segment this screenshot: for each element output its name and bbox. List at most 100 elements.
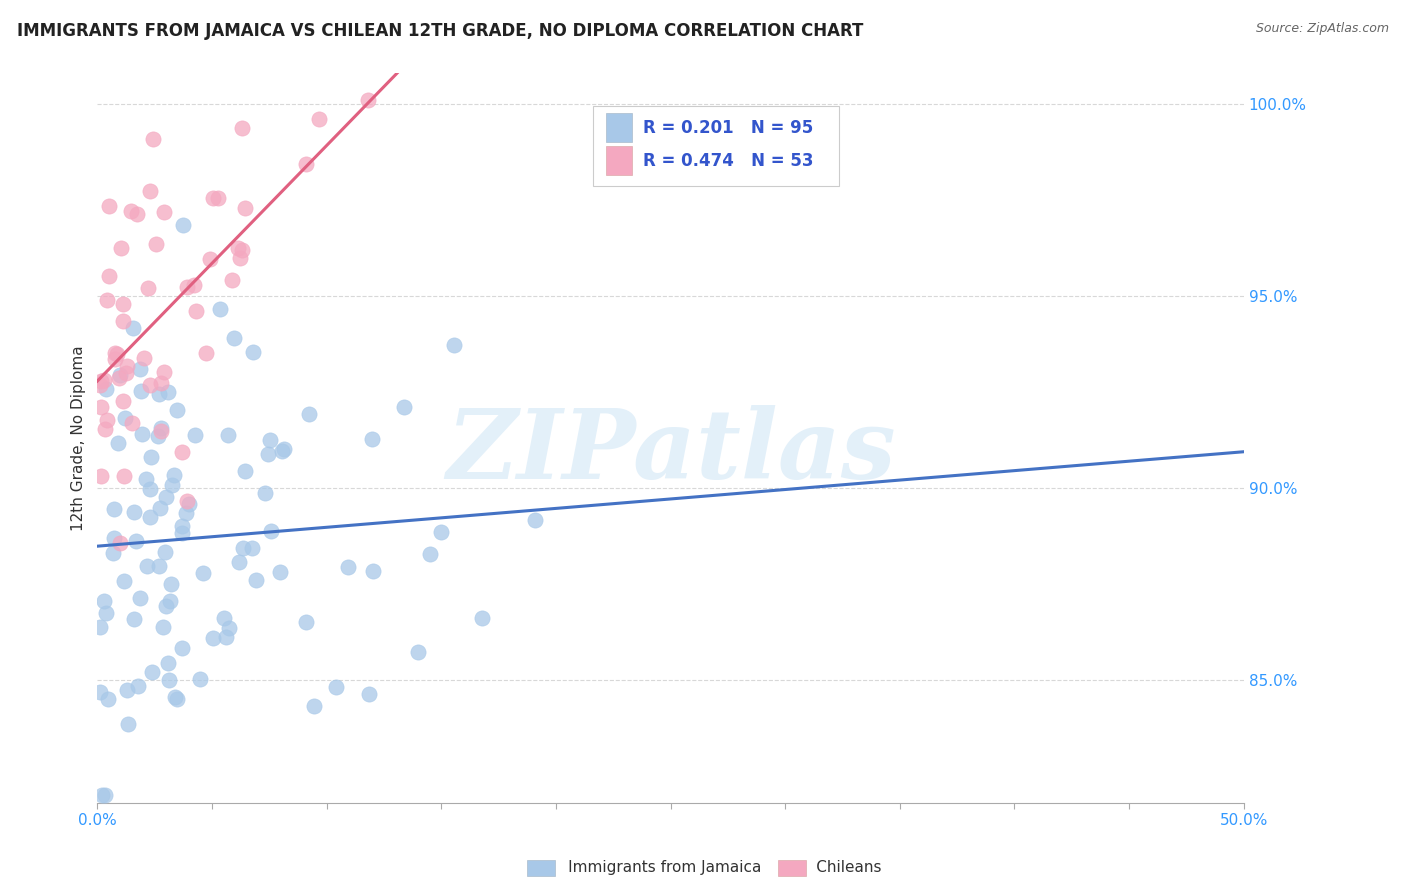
Point (142, 131, 165, 145)
Point (207, 191, 229, 205)
Point (139, 510, 162, 524)
Point (150, 376, 173, 390)
Point (218, 621, 240, 635)
Point (155, 491, 177, 505)
Text: Immigrants from Jamaica: Immigrants from Jamaica (534, 860, 762, 874)
Point (201, 632, 224, 646)
Point (430, 524, 453, 539)
Point (269, 565, 291, 579)
Point (136, 281, 159, 295)
Point (103, 502, 125, 516)
Point (357, 687, 380, 701)
Point (156, 657, 179, 671)
Point (184, 428, 207, 442)
Point (111, 297, 134, 311)
Point (202, 191, 225, 205)
Point (104, 346, 127, 360)
Point (108, 370, 131, 384)
Point (406, 645, 429, 659)
Point (149, 424, 172, 438)
Point (172, 526, 194, 541)
Point (94, 607, 117, 621)
Point (212, 610, 235, 624)
Point (257, 446, 280, 460)
FancyBboxPatch shape (592, 106, 839, 186)
Point (233, 202, 256, 216)
Point (271, 443, 294, 458)
Point (138, 378, 160, 392)
Point (117, 683, 139, 698)
Point (231, 120, 253, 135)
Point (295, 615, 318, 630)
Point (260, 524, 283, 538)
Point (139, 450, 162, 465)
Point (152, 205, 174, 219)
Point (336, 560, 359, 574)
Point (125, 207, 148, 221)
Y-axis label: 12th Grade, No Diploma: 12th Grade, No Diploma (72, 345, 86, 531)
Point (148, 387, 170, 401)
Point (361, 564, 384, 578)
Point (228, 555, 250, 569)
Point (93, 594, 115, 608)
Point (132, 351, 155, 366)
Point (361, 432, 384, 446)
Point (127, 679, 149, 693)
Point (188, 672, 211, 686)
Point (231, 243, 253, 257)
Text: R = 0.474   N = 53: R = 0.474 N = 53 (643, 152, 814, 169)
Point (443, 338, 465, 352)
Point (131, 426, 153, 441)
Point (128, 362, 150, 376)
Point (97, 199, 120, 213)
Point (108, 536, 131, 550)
Text: ZIPatlas: ZIPatlas (446, 405, 896, 500)
Point (150, 421, 173, 435)
Point (138, 482, 160, 496)
Point (125, 533, 148, 548)
Point (254, 486, 277, 500)
Point (110, 241, 132, 255)
Point (155, 599, 177, 614)
Point (124, 612, 146, 626)
Point (111, 394, 134, 409)
Point (259, 433, 281, 447)
Point (221, 273, 243, 287)
Point (148, 558, 170, 573)
Text: Chileans: Chileans (787, 860, 882, 874)
Point (124, 505, 146, 519)
Point (89, 377, 111, 392)
Point (177, 497, 200, 511)
Point (94, 788, 117, 802)
Point (152, 620, 174, 634)
Point (240, 541, 263, 556)
Point (115, 366, 138, 380)
Point (121, 416, 143, 430)
Point (357, 93, 380, 107)
Point (186, 303, 208, 318)
Point (242, 345, 264, 359)
Point (157, 673, 180, 687)
Point (108, 368, 131, 383)
Point (155, 545, 177, 559)
Point (392, 400, 415, 414)
Point (170, 519, 193, 533)
Point (308, 112, 330, 127)
Point (176, 494, 198, 508)
Point (471, 611, 494, 625)
Point (91, 788, 114, 802)
Point (174, 506, 197, 520)
Point (96, 383, 118, 397)
Point (145, 237, 167, 252)
Point (170, 445, 193, 459)
Point (159, 594, 181, 608)
Point (141, 665, 163, 679)
FancyBboxPatch shape (606, 146, 631, 175)
Point (122, 321, 145, 335)
Point (89, 685, 111, 699)
Point (112, 574, 135, 589)
Point (139, 184, 162, 198)
Point (105, 347, 128, 361)
Point (176, 279, 198, 293)
Point (117, 716, 139, 731)
